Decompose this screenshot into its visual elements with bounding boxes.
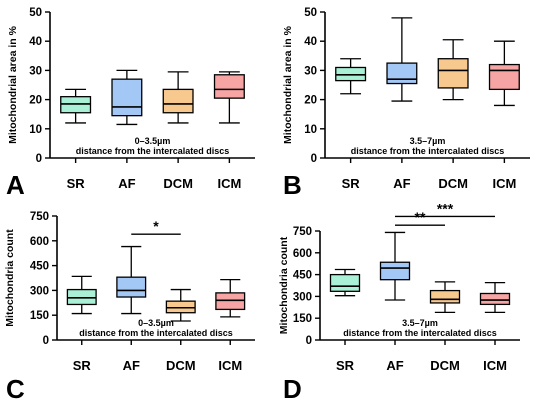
significance-label: *** <box>437 200 454 216</box>
y-tick-label: 450 <box>293 270 312 282</box>
panel-letter: D <box>283 374 302 404</box>
x-axis-label: distance from the intercalated discs <box>76 146 230 156</box>
x-tick-label-dcm: DCM <box>438 176 468 191</box>
box-sr <box>329 268 361 297</box>
y-tick-label: 0 <box>36 153 42 165</box>
x-tick-label-af: AF <box>123 358 140 373</box>
y-tick-label: 0 <box>311 153 317 165</box>
y-tick-label: 10 <box>304 124 317 136</box>
x-tick-label-icm: ICM <box>483 358 507 373</box>
panel-letter: B <box>283 170 302 200</box>
box-dcm <box>429 281 461 314</box>
x-tick-label-dcm: DCM <box>430 358 460 373</box>
y-tick-label: 0 <box>306 335 312 347</box>
box-iqr <box>437 58 469 89</box>
box-iqr <box>162 88 194 114</box>
x-axis-range-label: 0–3.5µm <box>138 318 174 328</box>
y-tick-label: 750 <box>293 226 312 238</box>
box-iqr <box>479 292 511 306</box>
y-tick-label: 40 <box>304 36 317 48</box>
y-tick-label: 300 <box>293 291 312 303</box>
y-tick-label: 600 <box>293 248 312 260</box>
y-tick-label: 450 <box>30 261 49 273</box>
x-axis-range-label: 0–3.5µm <box>135 136 171 146</box>
y-axis-label: Mitochondrial area in % <box>7 25 19 144</box>
x-tick-label-sr: SR <box>67 176 86 191</box>
y-tick-label: 50 <box>304 7 317 19</box>
y-tick-label: 150 <box>293 313 312 325</box>
box-iqr <box>213 74 245 99</box>
panel-letter: A <box>6 170 25 200</box>
box-iqr <box>386 62 418 85</box>
y-tick-label: 20 <box>304 95 317 107</box>
panel-letter: C <box>6 374 25 404</box>
y-tick-label: 750 <box>30 211 49 223</box>
x-tick-label-dcm: DCM <box>163 176 193 191</box>
panel-a: 0 10 20 30 40 50 Mitochondrial area in % SR AF DC… <box>6 7 255 200</box>
x-tick-label-af: AF <box>386 358 403 373</box>
x-tick-label-af: AF <box>393 176 410 191</box>
box-icm <box>213 71 245 124</box>
y-tick-label: 600 <box>30 236 49 248</box>
significance-label: * <box>153 218 159 234</box>
y-tick-label: 150 <box>30 310 49 322</box>
box-iqr <box>429 289 461 304</box>
box-sr <box>335 58 367 95</box>
box-iqr <box>111 78 143 117</box>
y-tick-label: 30 <box>304 65 317 77</box>
y-axis-label: Mitochondria count <box>4 229 16 327</box>
y-tick-label: 30 <box>29 65 42 77</box>
x-tick-label-icm: ICM <box>218 358 242 373</box>
box-icm <box>479 281 511 314</box>
y-axis-label: Mitochondria count <box>278 236 290 334</box>
box-iqr <box>329 273 361 292</box>
x-tick-label-af: AF <box>118 176 135 191</box>
box-icm <box>488 40 520 107</box>
x-axis-label: distance from the intercalated discs <box>79 328 233 338</box>
y-axis-label: Mitochondrial area in % <box>282 25 294 144</box>
box-sr <box>66 275 97 315</box>
y-tick-label: 10 <box>29 124 42 136</box>
box-icm <box>215 279 246 318</box>
x-tick-label-sr: SR <box>342 176 361 191</box>
panel-b: 0 10 20 30 40 50 Mitochondrial area in % SR AF DC… <box>282 7 530 200</box>
x-tick-label-sr: SR <box>336 358 355 373</box>
x-tick-label-icm: ICM <box>492 176 516 191</box>
x-axis-label: distance from the intercalated discs <box>351 146 505 156</box>
significance-label: ** <box>415 209 426 225</box>
box-dcm <box>437 39 469 101</box>
box-dcm <box>162 71 194 124</box>
y-tick-label: 50 <box>29 7 42 19</box>
box-iqr <box>165 300 196 314</box>
y-tick-label: 20 <box>29 95 42 107</box>
panel-c: 0 150 300 450 600 750 Mitochondria count SR AF DC… <box>4 211 255 404</box>
y-tick-label: 40 <box>29 36 42 48</box>
y-tick-label: 0 <box>43 335 49 347</box>
x-tick-label-icm: ICM <box>217 176 241 191</box>
box-iqr <box>215 292 246 311</box>
box-iqr <box>66 288 97 306</box>
box-iqr <box>116 276 147 298</box>
x-tick-label-sr: SR <box>73 358 92 373</box>
x-axis-range-label: 3.5–7µm <box>402 318 438 328</box>
y-tick-label: 300 <box>30 285 49 297</box>
box-sr <box>60 88 92 124</box>
box-af <box>379 231 411 301</box>
x-axis-range-label: 3.5–7µm <box>410 136 446 146</box>
box-dcm <box>165 288 196 322</box>
box-af <box>111 69 143 126</box>
box-af <box>386 17 418 102</box>
x-tick-label-dcm: DCM <box>166 358 196 373</box>
box-iqr <box>379 261 411 281</box>
x-axis-label: distance from the intercalated discs <box>343 328 497 338</box>
box-af <box>116 245 147 315</box>
box-iqr <box>488 63 520 91</box>
